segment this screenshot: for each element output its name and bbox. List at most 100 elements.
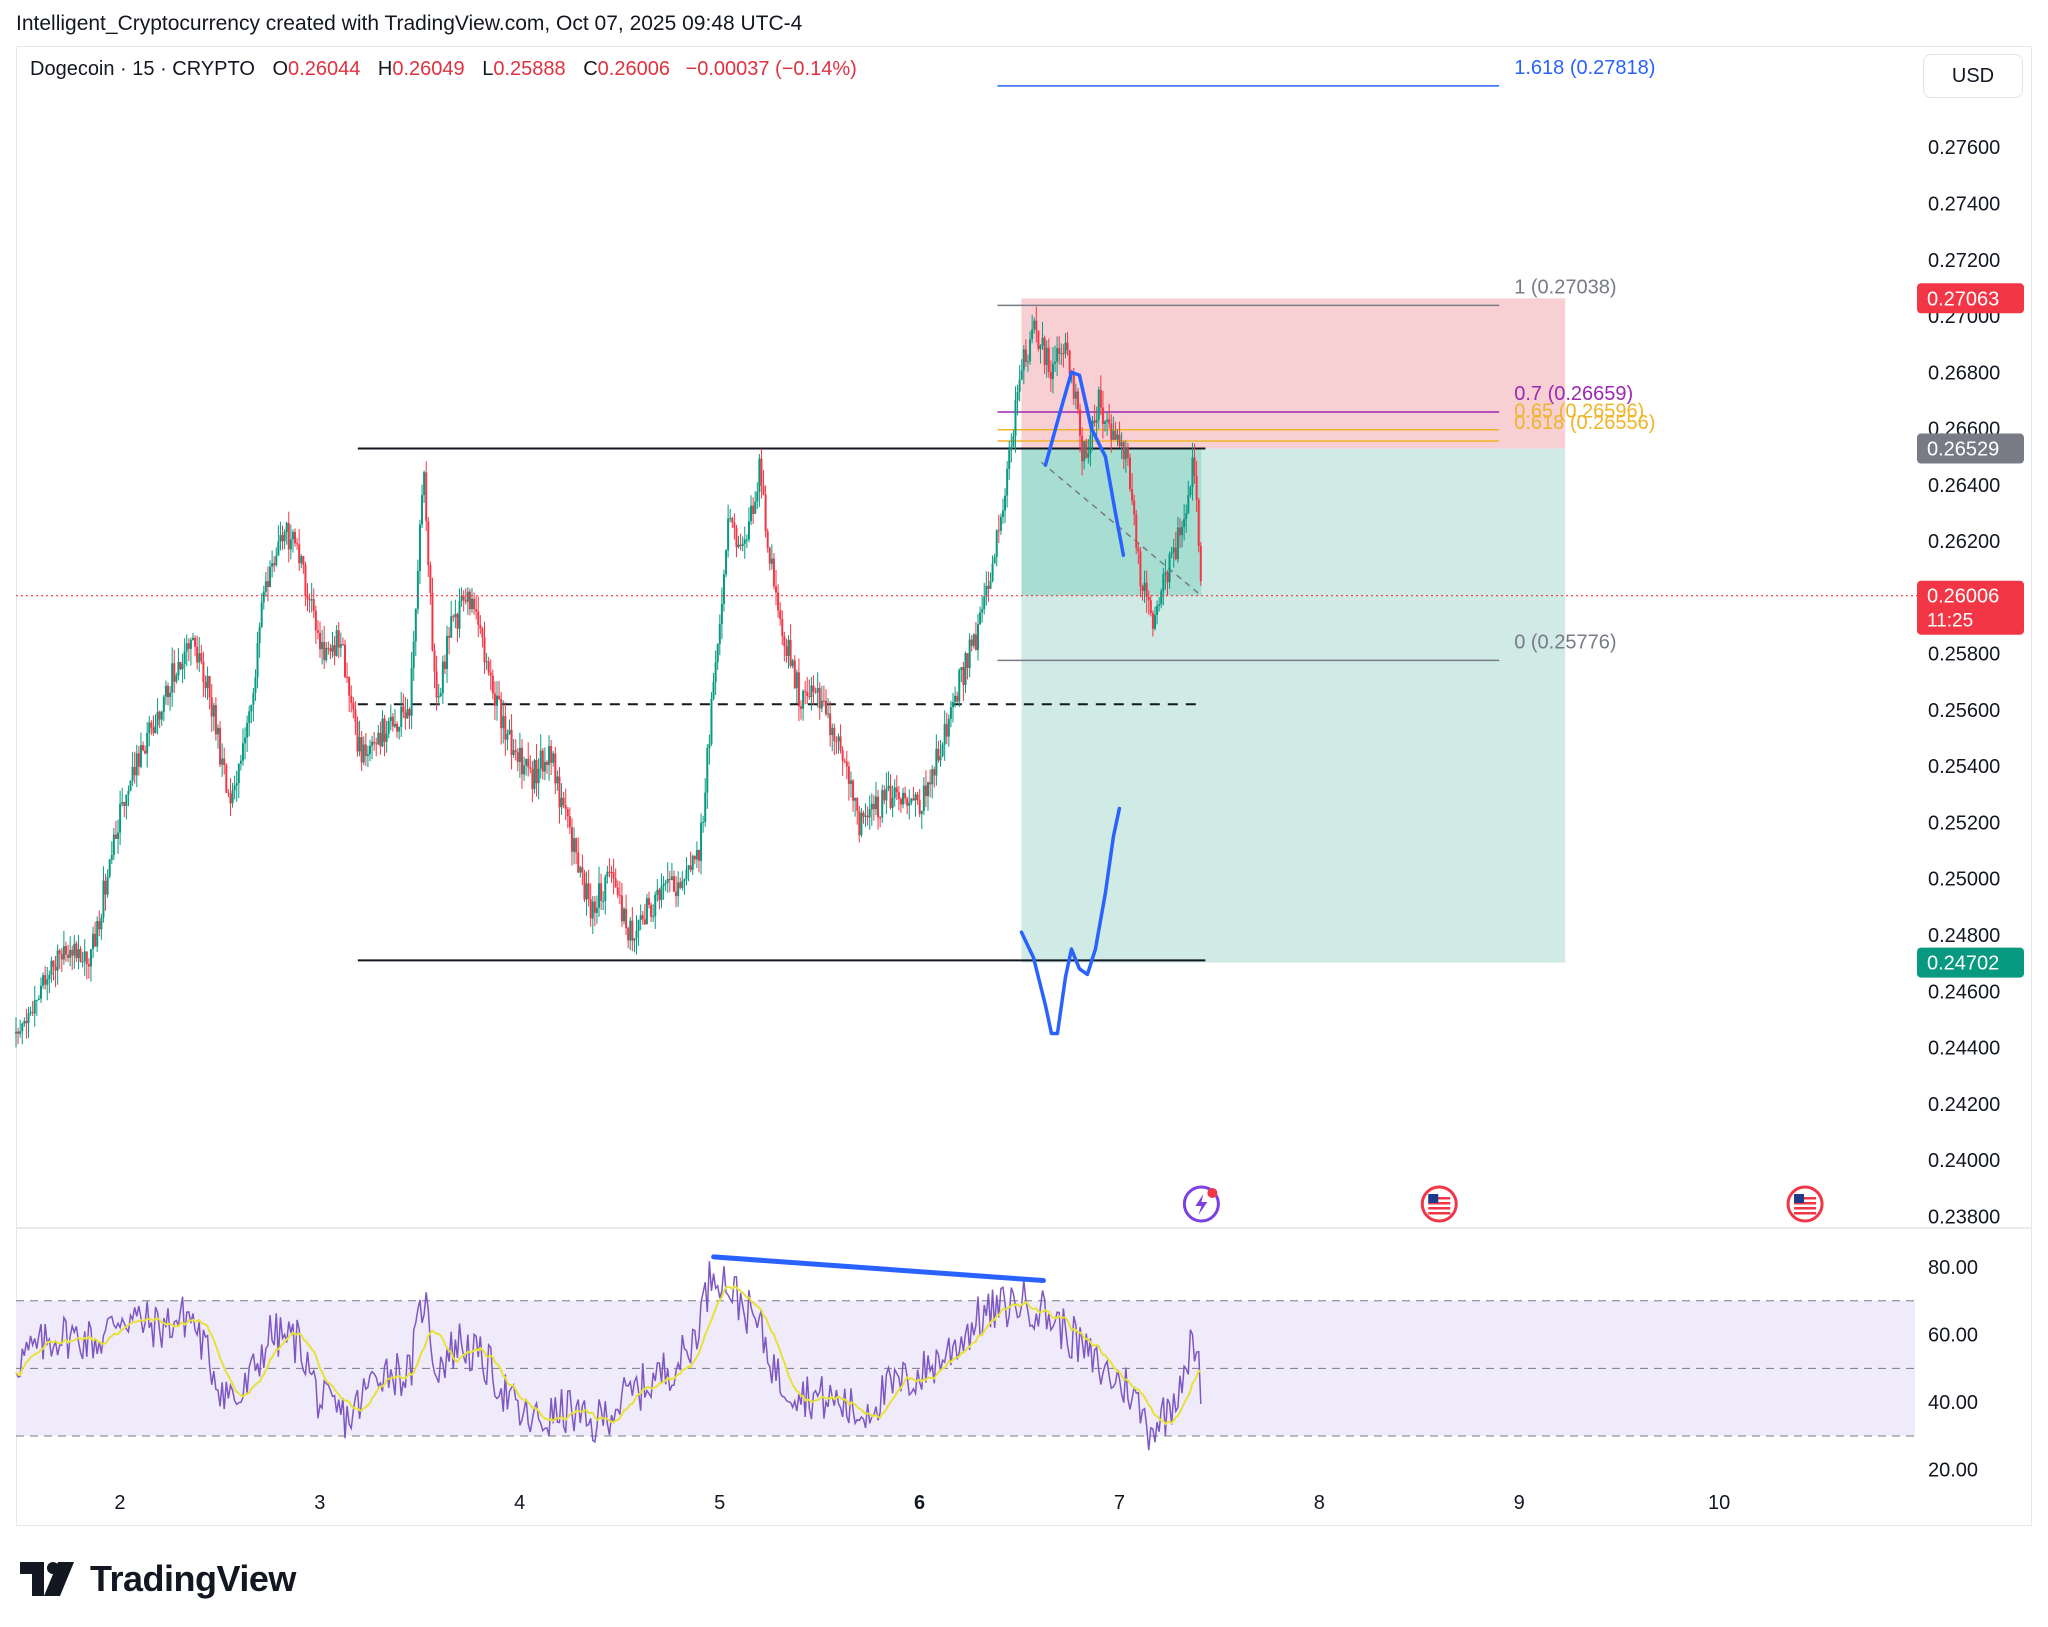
candle-body <box>229 793 232 804</box>
price-tick-label: 0.27200 <box>1928 250 2000 272</box>
candle-body <box>1087 453 1090 458</box>
candle-body <box>758 458 761 492</box>
candle-body <box>1153 614 1156 629</box>
candle-body <box>137 753 140 767</box>
candle-body <box>266 581 269 587</box>
rsi-tick-label: 40.00 <box>1928 1392 1978 1414</box>
candle-body <box>471 598 474 610</box>
candle-body <box>847 766 850 784</box>
price-label-3: 0.24702 <box>1917 947 2024 978</box>
candle-body <box>670 876 673 881</box>
candle-body <box>23 1021 26 1024</box>
low-label: L <box>482 58 494 80</box>
symbol-name[interactable]: Dogecoin · 15 · CRYPTO <box>30 58 255 80</box>
candle-body <box>593 901 596 913</box>
time-tick-label: 7 <box>1114 1492 1125 1514</box>
candle-body <box>1085 441 1088 458</box>
candle-body <box>202 661 205 682</box>
fib-level-label-5: 0 (0.25776) <box>1514 631 1616 653</box>
candle-body <box>1187 495 1190 514</box>
candle-body <box>500 698 503 729</box>
candle-body <box>333 645 336 656</box>
candle-body <box>1097 389 1100 420</box>
candle-body <box>312 599 315 611</box>
candle-body <box>389 716 392 722</box>
candle-body <box>402 706 405 713</box>
rsi-tick-label: 80.00 <box>1928 1257 1978 1279</box>
price-label-text: 0.24702 <box>1927 953 1999 975</box>
us-flag-event-icon[interactable] <box>1420 1185 1458 1223</box>
projection-drawing-top[interactable] <box>1043 370 1126 557</box>
candle-body <box>1183 518 1186 527</box>
candle-body <box>396 723 399 732</box>
candle-body <box>260 602 263 627</box>
candle-body <box>1135 514 1138 549</box>
rsi-divergence-line[interactable] <box>711 1254 1046 1284</box>
candle-body <box>244 737 247 744</box>
candle-body <box>33 1000 36 1014</box>
candle-body <box>343 644 346 677</box>
candle-body <box>410 667 413 716</box>
candle-body <box>789 639 792 667</box>
candle-body <box>1126 448 1129 458</box>
candle-body <box>895 787 898 793</box>
candle-body <box>1039 345 1042 350</box>
candle-body <box>425 472 428 522</box>
candle-body <box>697 850 700 861</box>
candle-body <box>1162 574 1165 592</box>
candle-body <box>42 975 45 986</box>
candle-body <box>92 933 95 950</box>
candle-body <box>483 637 486 663</box>
candle-body <box>1178 527 1181 536</box>
candle-body <box>754 501 757 514</box>
candle-body <box>520 747 523 775</box>
candle-body <box>464 600 467 602</box>
candle-body <box>785 646 788 656</box>
candle-body <box>581 867 584 873</box>
candle-body <box>610 872 613 874</box>
candle-body <box>1012 436 1015 447</box>
candle-body <box>1131 489 1134 501</box>
rsi-line <box>15 1261 1202 1451</box>
candle-body <box>964 653 967 685</box>
candle-body <box>727 518 730 551</box>
candle-body <box>306 595 309 600</box>
symbol-legend[interactable]: Dogecoin · 15 · CRYPTO O0.26044 H0.26049… <box>30 58 857 81</box>
candle-body <box>918 799 921 814</box>
candle-body <box>487 661 490 673</box>
candle-body <box>1164 572 1167 575</box>
candle-body <box>117 832 120 839</box>
close-value: 0.26006 <box>597 58 670 80</box>
price-tick-label: 0.24200 <box>1928 1094 2000 1116</box>
candle-body <box>81 961 84 963</box>
tradingview-brand[interactable]: TradingView <box>20 1558 296 1600</box>
candle-body <box>287 522 290 550</box>
candle-body <box>766 531 769 548</box>
candle-body <box>271 563 274 567</box>
candle-body <box>77 949 80 959</box>
candle-body <box>258 626 261 644</box>
price-tick-label: 0.25400 <box>1928 756 2000 778</box>
candle-body <box>477 611 480 625</box>
candle-body <box>660 886 663 901</box>
candle-body <box>741 543 744 547</box>
projection-drawing-bottom[interactable] <box>1019 806 1122 1036</box>
candle-body <box>421 495 424 525</box>
candle-body <box>712 682 715 699</box>
lightning-event-icon[interactable] <box>1182 1185 1220 1223</box>
candle-body <box>756 491 759 502</box>
candle-body <box>770 558 773 564</box>
candle-body <box>797 672 800 707</box>
rsi-tick-label: 20.00 <box>1928 1460 1978 1482</box>
candle-body <box>458 601 461 629</box>
candle-body <box>743 539 746 544</box>
candle-body <box>781 618 784 637</box>
candle-body <box>750 505 753 522</box>
candle-body <box>283 532 286 542</box>
currency-button[interactable]: USD <box>1923 54 2023 98</box>
fib-level-label-4: 0.618 (0.26556) <box>1514 412 1655 434</box>
candle-body <box>683 879 686 882</box>
candle-body <box>806 691 809 696</box>
us-flag-event-icon[interactable] <box>1786 1185 1824 1223</box>
